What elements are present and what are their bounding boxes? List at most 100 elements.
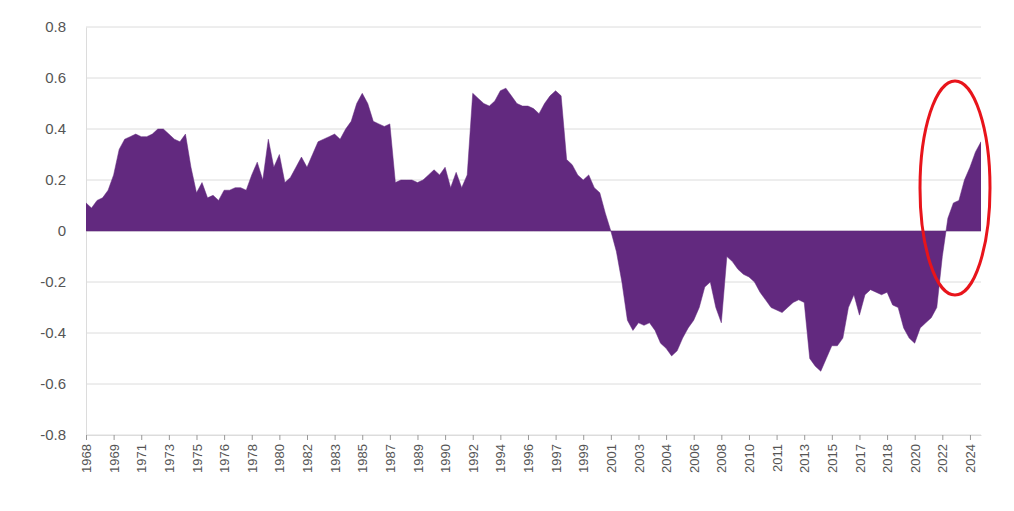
y-tick: 0.4 [45,120,86,137]
x-tick: 2024 [963,435,978,473]
x-tick-label: 1996 [521,444,536,473]
y-tick-label: 0.4 [45,120,66,137]
x-tick: 1969 [107,435,122,473]
x-tick-mark [859,435,860,440]
x-tick: 2001 [604,435,619,473]
x-tick-label: 2015 [825,444,840,473]
x-tick-label: 1983 [328,444,343,473]
x-tick-mark [915,435,916,440]
x-tick-mark [556,435,557,440]
y-tick-label: 0.8 [45,18,66,35]
x-tick-mark [666,435,667,440]
x-tick-mark [224,435,225,440]
x-tick-mark [777,435,778,440]
x-tick-label: 1994 [493,444,508,473]
x-tick: 1999 [576,435,591,473]
x-tick: 1982 [300,435,315,473]
x-tick-label: 2001 [604,444,619,473]
x-tick-mark [417,435,418,440]
x-tick-label: 2004 [659,444,674,473]
x-tick: 1975 [190,435,205,473]
x-tick-mark [362,435,363,440]
plot-area [86,88,981,371]
y-tick: -0.6 [40,375,86,392]
highlight-ellipse [920,81,990,295]
x-tick: 2011 [770,435,785,472]
x-tick: 1978 [245,435,260,473]
x-tick: 1976 [217,435,232,473]
x-tick: 2017 [853,435,868,473]
x-tick-mark [749,435,750,440]
x-tick-mark [583,435,584,440]
grid-line [86,27,981,28]
x-tick-label: 2020 [908,444,923,473]
x-tick-mark [141,435,142,440]
x-tick: 1968 [79,435,94,473]
x-tick-label: 2008 [714,444,729,473]
x-tick-mark [500,435,501,440]
x-axis: 1968 1969 1971 1973 1975 1976 1978 1980 1982 1983… [79,435,981,473]
x-tick-label: 2024 [963,444,978,473]
x-tick-mark [694,435,695,440]
y-tick-label: 0 [58,222,66,239]
y-tick-label: 0.2 [45,171,66,188]
x-tick-mark [804,435,805,440]
x-tick-label: 2003 [632,444,647,473]
x-tick-mark [114,435,115,440]
x-tick-label: 1971 [134,444,149,473]
x-axis-line [87,435,982,436]
x-tick-mark [279,435,280,440]
x-tick: 2015 [825,435,840,473]
x-tick-label: 2018 [880,444,895,473]
y-tick-label: -0.6 [40,375,66,392]
y-tick-label: -0.2 [40,273,66,290]
x-tick: 1973 [162,435,177,473]
x-tick: 1997 [549,435,564,473]
x-tick: 1987 [383,435,398,473]
y-tick: 0 [58,222,86,239]
x-tick-mark [169,435,170,440]
chart-svg: -0.8 -0.6 -0.4 -0.2 0 0.2 0.4 0.6 0.8 1968 1969 197… [0,0,1014,511]
x-tick: 1989 [411,435,426,473]
x-tick: 1985 [355,435,370,473]
y-tick-label: -0.8 [40,426,66,443]
x-tick-mark [335,435,336,440]
x-tick: 2006 [687,435,702,473]
x-tick-label: 1997 [549,444,564,473]
grid-line [86,78,981,79]
x-tick: 2022 [935,435,950,473]
x-tick-label: 1987 [383,444,398,473]
x-tick-label: 1982 [300,444,315,473]
x-tick-mark [611,435,612,440]
x-tick-mark [196,435,197,440]
x-tick-mark [445,435,446,440]
x-tick-label: 1978 [245,444,260,473]
chart-container: -0.8 -0.6 -0.4 -0.2 0 0.2 0.4 0.6 0.8 1968 1969 197… [0,0,1014,511]
x-tick: 1996 [521,435,536,473]
x-tick-mark [721,435,722,440]
x-tick: 2003 [632,435,647,473]
x-tick-label: 1980 [272,444,287,473]
x-tick: 1980 [272,435,287,473]
grid [86,27,981,435]
x-tick: 2010 [742,435,757,473]
x-tick-label: 1999 [576,444,591,473]
x-tick-label: 1975 [190,444,205,473]
x-tick-mark [390,435,391,440]
x-tick-mark [887,435,888,440]
x-tick-mark [832,435,833,440]
x-tick-label: 2022 [935,444,950,473]
x-tick-label: 2013 [797,444,812,473]
y-tick: -0.4 [40,324,86,341]
x-tick-label: 1968 [79,444,94,473]
y-tick: -0.8 [40,426,86,443]
x-tick-mark [252,435,253,440]
x-tick-label: 1976 [217,444,232,473]
y-tick-label: 0.6 [45,69,66,86]
x-tick: 1983 [328,435,343,473]
x-tick-label: 1969 [107,444,122,473]
y-axis-line [86,28,87,436]
x-tick-mark [473,435,474,440]
x-tick: 2013 [797,435,812,473]
grid-line [86,435,981,436]
